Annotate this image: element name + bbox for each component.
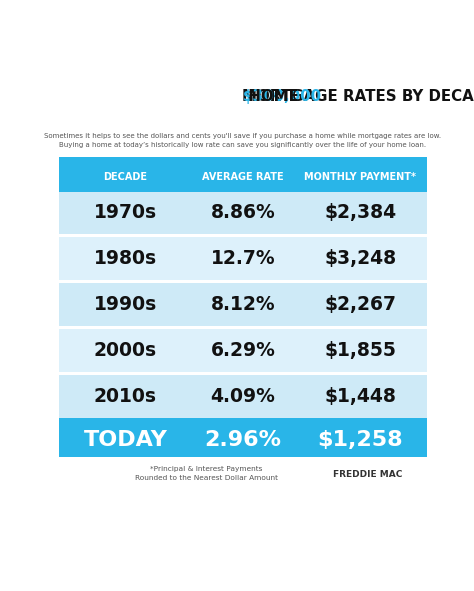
Text: AVERAGE RATE: AVERAGE RATE [202,172,284,182]
Bar [59,284,427,326]
Bar [59,191,427,234]
Bar [59,157,427,163]
Text: 12.7%: 12.7% [210,249,275,268]
Text: $1,855: $1,855 [325,341,396,360]
Bar [59,423,427,457]
Text: $3,248: $3,248 [324,249,397,268]
Bar [59,238,427,280]
Text: $2,384: $2,384 [324,203,397,222]
Text: 1990s: 1990s [94,295,157,314]
Bar [59,234,427,238]
Text: 2.96%: 2.96% [204,430,282,450]
Text: *Principal & Interest Payments
Rounded to the Nearest Dollar Amount: *Principal & Interest Payments Rounded t… [135,466,278,481]
Text: 8.12%: 8.12% [210,295,275,314]
Bar [59,280,427,284]
Bar [59,326,427,329]
Bar [59,375,427,418]
Text: 2010s: 2010s [94,387,157,406]
Text: $2,267: $2,267 [325,295,396,314]
Text: 1970s: 1970s [94,203,157,222]
Text: 6.29%: 6.29% [210,341,275,360]
Text: Sometimes it helps to see the dollars and cents you'll save if you purchase a ho: Sometimes it helps to see the dollars an… [45,133,441,148]
Text: DECADE: DECADE [103,172,147,182]
Text: 1980s: 1980s [94,249,157,268]
Text: HOME: HOME [243,89,299,103]
Text: 8.86%: 8.86% [210,203,275,222]
Bar [59,329,427,372]
Text: MONTHLY PAYMENT*: MONTHLY PAYMENT* [304,172,417,182]
Text: MORTGAGE RATES BY DECADE FOR A: MORTGAGE RATES BY DECADE FOR A [242,89,474,103]
Text: $1,448: $1,448 [325,387,396,406]
Text: 2000s: 2000s [94,341,157,360]
Text: FREDDIE MAC: FREDDIE MAC [333,470,402,479]
Bar [59,163,427,191]
Text: TODAY: TODAY [83,430,167,450]
Text: $1,258: $1,258 [318,430,403,450]
Bar [59,71,427,157]
Text: 4.09%: 4.09% [210,387,275,406]
Bar [59,372,427,375]
Bar [59,418,427,423]
Text: $300,000: $300,000 [243,89,322,103]
